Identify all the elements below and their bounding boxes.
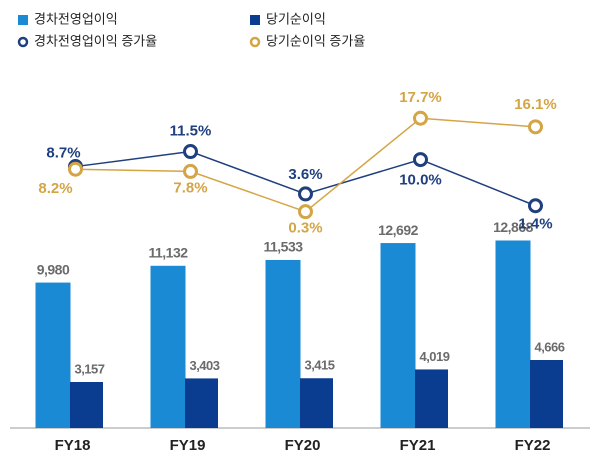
x-tick-label: FY21	[400, 437, 436, 454]
x-tick-label: FY20	[285, 437, 321, 454]
line-marker	[183, 163, 198, 179]
line-marker	[413, 152, 428, 168]
bar	[265, 259, 301, 428]
line-value-label: 17.7%	[399, 89, 442, 106]
legend-swatch	[17, 36, 29, 48]
line-value-label: 16.1%	[514, 96, 557, 113]
line-value-label: 3.6%	[288, 166, 322, 183]
bar-value-label: 11,132	[148, 244, 188, 260]
line-marker	[528, 198, 543, 214]
x-tick-label: FY19	[170, 437, 206, 454]
line-value-label: 7.8%	[173, 179, 207, 196]
legend-label: 경차전영업이익 증가율	[34, 33, 157, 48]
x-tick-label: FY18	[55, 437, 91, 454]
legend-label: 당기순이익 증가율	[266, 33, 365, 48]
legend-swatch	[250, 15, 260, 25]
bar-value-label: 3,415	[304, 358, 334, 373]
line-marker	[413, 110, 428, 126]
line-value-label: 1.4%	[518, 216, 552, 233]
bar	[35, 282, 71, 428]
line-marker	[183, 144, 198, 160]
bar	[495, 240, 531, 428]
line-marker	[298, 186, 313, 202]
bar-value-label: 12,868	[493, 219, 534, 235]
bar	[70, 381, 103, 428]
bar-value-label: 12,692	[378, 222, 419, 238]
bar-value-label: 3,403	[189, 358, 219, 373]
bar-value-label: 9,980	[37, 261, 70, 277]
line-value-label: 11.5%	[170, 122, 212, 139]
line-value-label: 0.3%	[288, 220, 322, 237]
bar-value-label: 11,533	[263, 239, 303, 255]
legend-swatch	[249, 36, 261, 48]
line-value-label: 8.7%	[46, 145, 80, 162]
line-value-label: 10.0%	[399, 172, 442, 189]
bar	[415, 369, 448, 428]
line-marker	[298, 204, 313, 220]
legend-label: 경차전영업이익	[34, 11, 118, 26]
legend-swatch	[18, 15, 28, 25]
legend-label: 당기순이익	[266, 11, 326, 26]
bar	[530, 360, 563, 428]
line-marker	[68, 161, 83, 177]
bar	[380, 243, 416, 428]
bar-value-label: 4,019	[419, 349, 449, 364]
bar	[150, 265, 186, 428]
x-tick-label: FY22	[515, 437, 551, 454]
bar-value-label: 3,157	[74, 361, 104, 376]
bar	[300, 378, 333, 428]
line-marker	[528, 119, 543, 135]
line-value-label: 8.2%	[38, 180, 72, 197]
bar-value-label: 4,666	[534, 339, 564, 354]
bar	[185, 378, 218, 428]
